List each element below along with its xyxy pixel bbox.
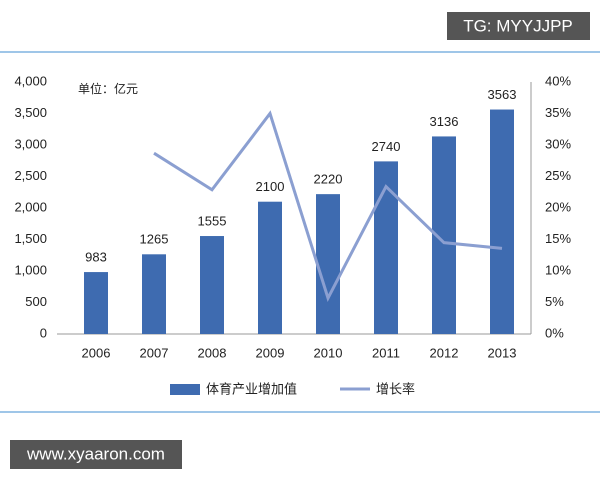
y-tick-label: 2,500 [14,168,47,183]
y2-tick-label: 30% [545,136,571,151]
y-tick-label: 1,000 [14,262,47,277]
y-tick-label: 2,000 [14,199,47,214]
y-tick-label: 1,500 [14,231,47,246]
data-label: 1265 [140,232,169,247]
bar [142,254,166,334]
y2-tick-label: 10% [545,262,571,277]
watermark-box [447,12,590,40]
data-label: 3563 [488,87,517,102]
y2-tick-label: 40% [545,73,571,88]
bar [200,236,224,334]
unit-label: 单位：亿元 [78,81,138,96]
data-label: 1555 [198,213,227,228]
x-tick-label: 2006 [82,345,111,360]
data-label: 2220 [314,172,343,187]
bar [316,194,340,334]
legend-swatch [170,384,200,395]
y2-tick-label: 15% [545,231,571,246]
x-tick-label: 2007 [140,345,169,360]
x-tick-label: 2008 [198,345,227,360]
y-tick-label: 3,000 [14,136,47,151]
y-tick-label: 500 [25,294,47,309]
watermark-bottom: www.xyaaron.com [26,444,165,463]
y-tick-label: 3,500 [14,105,47,120]
legend-label: 体育产业增加值 [206,381,297,396]
bar [374,161,398,334]
y-tick-label: 0 [40,325,47,340]
y2-tick-label: 20% [545,199,571,214]
x-tick-label: 2011 [372,345,400,360]
watermark-top: TG: MYYJJPP [463,16,573,35]
y-tick-label: 4,000 [14,73,47,88]
y2-tick-label: 0% [545,325,564,340]
x-tick-label: 2012 [430,345,459,360]
y2-tick-label: 35% [545,105,571,120]
watermark-box [10,440,182,469]
y2-tick-label: 5% [545,294,564,309]
data-label: 2100 [256,179,285,194]
bar [258,201,282,334]
x-tick-label: 2010 [314,345,343,360]
line [153,110,503,303]
bar [84,272,108,334]
bar [490,109,514,334]
x-tick-label: 2013 [488,345,517,360]
data-label: 2740 [372,139,401,154]
legend-label: 增长率 [376,381,415,396]
y2-tick-label: 25% [545,168,571,183]
data-label: 3136 [430,114,459,129]
x-tick-label: 2009 [256,345,285,360]
data-label: 983 [85,250,107,265]
